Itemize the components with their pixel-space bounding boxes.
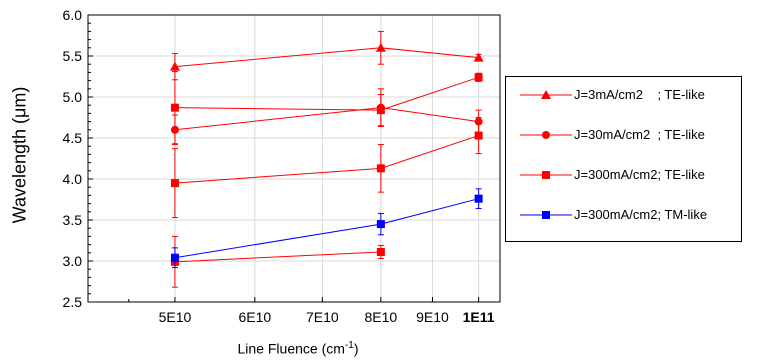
x-axis-label: Line Fluence (cm-1) <box>238 340 359 357</box>
grid <box>88 14 500 303</box>
series-line <box>174 135 479 184</box>
series-3 <box>170 71 483 145</box>
axes: 2.5 3.0 3.5 4.0 4.5 5.0 5.5 6.0 5E10 6E10 7E10 8E10… <box>63 7 495 325</box>
x-tick-label: 8E10 <box>365 309 398 325</box>
series-5 <box>170 235 385 288</box>
data-point <box>375 42 386 52</box>
x-axis-label-text: Line Fluence (cm <box>237 340 345 357</box>
legend-swatch <box>520 90 572 99</box>
series <box>169 30 484 288</box>
legend-swatch <box>520 211 572 219</box>
data-point <box>376 220 385 229</box>
data-point <box>376 164 385 173</box>
legend-label: J=3mA/cm2 ; TE-like <box>574 87 705 102</box>
series-4 <box>170 117 483 219</box>
x-tick-label: 5E10 <box>159 309 192 325</box>
legend-label: J=300mA/cm2; TM-like <box>574 207 708 222</box>
series-line <box>174 198 479 259</box>
legend-label: J=30mA/cm2 ; TE-like <box>574 127 705 142</box>
legend-marker <box>542 211 550 219</box>
legend-item: J=300mA/cm2; TM-like <box>506 205 743 225</box>
data-point <box>376 106 385 115</box>
legend-item: J=3mA/cm2 ; TE-like <box>506 85 743 105</box>
legend-item: J=30mA/cm2 ; TE-like <box>506 125 743 145</box>
series-line <box>174 251 381 263</box>
series-1 <box>169 30 484 81</box>
data-point <box>169 61 180 71</box>
data-point <box>474 131 483 140</box>
legend-swatch <box>520 131 572 139</box>
plot-frame <box>87 14 501 303</box>
x-tick-label: 7E10 <box>306 309 339 325</box>
y-tick-label: 2.5 <box>63 294 83 310</box>
data-point <box>376 247 385 256</box>
x-tick-label: 9E10 <box>416 309 449 325</box>
data-point <box>473 52 484 62</box>
data-point <box>474 194 483 203</box>
series-line <box>174 47 479 68</box>
y-tick-label: 4.5 <box>63 130 83 146</box>
x-tick-label: 1E11 <box>463 309 495 325</box>
y-tick-label: 3.5 <box>63 212 83 228</box>
x-tick-label: 6E10 <box>238 309 271 325</box>
series-line <box>174 76 479 111</box>
y-tick-label: 4.0 <box>63 171 83 187</box>
x-axis-label-exponent: -1 <box>344 340 354 351</box>
legend-item: J=300mA/cm2; TE-like <box>506 165 743 185</box>
y-tick-label: 5.0 <box>63 89 83 105</box>
legend: J=3mA/cm2 ; TE-like J=30mA/cm2 ; TE-like J… <box>505 76 742 242</box>
series-6 <box>170 188 483 269</box>
y-tick-label: 3.0 <box>63 253 83 269</box>
legend-marker <box>541 90 551 99</box>
legend-marker <box>542 131 550 139</box>
legend-swatch <box>520 171 572 179</box>
y-tick-label: 6.0 <box>63 7 83 23</box>
data-point <box>474 73 483 82</box>
legend-label: J=300mA/cm2; TE-like <box>574 167 705 182</box>
y-tick-label: 5.5 <box>63 48 83 64</box>
data-point <box>170 103 179 112</box>
data-point <box>170 253 179 262</box>
legend-marker <box>542 171 550 179</box>
x-axis-label-close: ) <box>353 340 359 357</box>
data-point <box>170 179 179 188</box>
series-line <box>174 107 479 131</box>
